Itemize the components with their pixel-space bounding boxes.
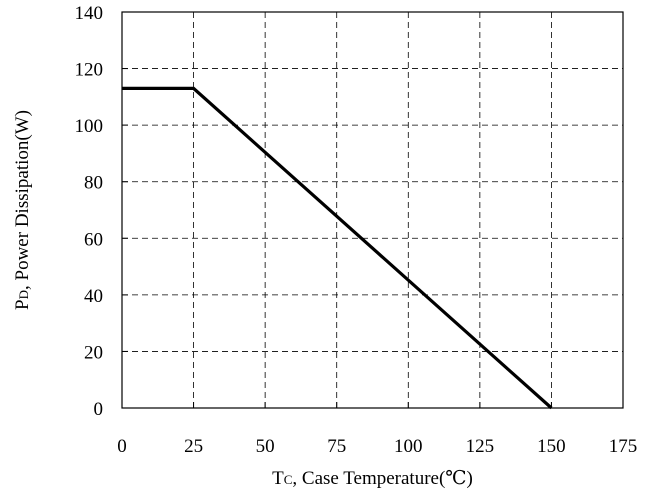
- y-tick-labels: 0 20 40 60 80 100 120 140: [75, 3, 104, 420]
- x-tick-label: 175: [609, 436, 638, 457]
- x-tick-labels: 0 25 50 75 100 125 150 175: [117, 436, 637, 457]
- x-axis-title-subscript: C: [284, 472, 293, 487]
- x-axis-title-main: T: [272, 468, 284, 489]
- grid-lines: [122, 12, 623, 408]
- x-tick-label: 0: [117, 436, 127, 457]
- y-tick-label: 100: [75, 116, 104, 137]
- y-tick-label: 120: [75, 60, 104, 81]
- x-tick-label: 75: [327, 436, 346, 457]
- series-layer: [122, 86, 553, 410]
- y-axis-title-rest: , Power Dissipation(W): [12, 110, 33, 290]
- y-tick-label: 80: [84, 173, 103, 194]
- x-axis-title: TC, Case Temperature(℃): [272, 468, 473, 489]
- y-axis-title-main: P: [12, 299, 33, 310]
- x-tick-label: 125: [466, 436, 495, 457]
- y-tick-label: 140: [75, 3, 104, 24]
- y-tick-label: 0: [94, 399, 104, 420]
- x-tick-label: 25: [184, 436, 203, 457]
- y-tick-label: 60: [84, 229, 103, 250]
- y-tick-label: 20: [84, 342, 103, 363]
- tick-marks: [121, 11, 624, 409]
- y-axis-title-subscript: D: [16, 290, 31, 299]
- x-tick-label: 100: [394, 436, 423, 457]
- y-tick-label: 40: [84, 286, 103, 307]
- x-axis-title-rest: , Case Temperature(℃): [292, 468, 472, 489]
- plot-frame: [121, 11, 624, 409]
- x-tick-label: 150: [537, 436, 566, 457]
- series-line: [122, 86, 553, 410]
- y-axis-title: PD, Power Dissipation(W): [12, 110, 33, 310]
- x-tick-label: 50: [256, 436, 275, 457]
